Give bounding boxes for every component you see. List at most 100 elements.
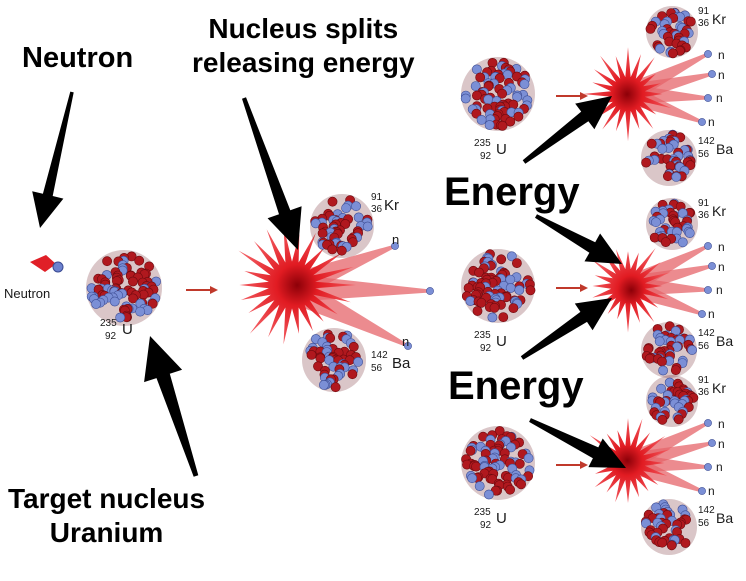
barium-label: 142 56 Ba [698,328,733,352]
uranium-nucleus [461,249,536,323]
svg-text:n: n [718,68,725,82]
neutron-small-label: Neutron [4,286,50,301]
svg-text:Ba: Ba [716,333,733,349]
svg-text:235: 235 [474,330,491,341]
svg-text:56: 56 [698,518,710,529]
svg-text:91: 91 [698,6,710,17]
svg-text:56: 56 [698,149,710,160]
energy-arrow-mid-lower-icon [520,298,612,360]
svg-text:36: 36 [698,387,710,398]
svg-text:56: 56 [371,363,383,374]
svg-text:91: 91 [371,192,383,203]
svg-text:36: 36 [698,210,710,221]
krypton-nucleus [310,194,374,258]
svg-text:U: U [122,321,133,338]
svg-text:n: n [708,484,715,498]
barium-label: 142 56 Ba [371,350,411,374]
svg-text:n: n [716,460,723,474]
uranium-label: 235 92 U [474,138,507,162]
svg-text:n: n [716,283,723,297]
uranium-label: 235 92 U [474,330,507,354]
svg-text:Kr: Kr [384,197,399,214]
small-arrow-icon [186,286,218,294]
neutron-callout: Neutron [22,42,134,74]
svg-text:Kr: Kr [712,380,726,396]
svg-text:91: 91 [698,375,710,386]
nucleus-splits-arrow-icon [242,97,302,250]
target-nucleus-line1: Target nucleus [8,483,206,514]
svg-text:36: 36 [698,18,710,29]
svg-text:Kr: Kr [712,203,726,219]
barium-nucleus [641,321,697,378]
released-neutron-labels: n n [392,232,409,349]
uranium-label-target: 235 92 U [100,318,133,342]
target-nucleus-arrow-icon [144,336,199,477]
svg-text:92: 92 [480,520,492,531]
incoming-neutron [30,255,64,273]
energy-arrow-mid-upper-icon [535,214,622,264]
svg-text:Ba: Ba [716,510,733,526]
uranium-nucleus [460,57,535,131]
energy-callout-upper: Energy [444,170,580,214]
svg-text:n: n [708,115,715,129]
svg-text:U: U [496,141,507,158]
svg-text:U: U [496,333,507,350]
svg-text:n: n [392,232,399,247]
krypton-nucleus [646,198,698,250]
svg-text:n: n [718,260,725,274]
neutron-arrow-icon [32,91,74,228]
svg-text:92: 92 [480,151,492,162]
svg-text:56: 56 [698,341,710,352]
svg-text:Kr: Kr [712,11,726,27]
nucleus-splits-callout: Nucleus splits releasing energy [192,12,415,80]
barium-nucleus [641,129,697,186]
svg-text:142: 142 [698,328,715,339]
svg-text:Ba: Ba [716,141,733,157]
target-nucleus-callout: Target nucleus Uranium [8,482,205,550]
krypton-nucleus [646,375,699,427]
barium-nucleus [302,328,366,393]
svg-text:235: 235 [100,318,117,329]
svg-text:92: 92 [105,331,117,342]
fission-flash [238,225,434,350]
svg-text:U: U [496,510,507,527]
energy-arrow-top-icon [522,96,612,164]
svg-text:235: 235 [474,138,491,149]
svg-text:235: 235 [474,507,491,518]
svg-text:n: n [718,48,725,62]
svg-text:n: n [718,437,725,451]
barium-label: 142 56 Ba [698,136,733,160]
uranium-label: 235 92 U [474,507,507,531]
nucleus-splits-line1: Nucleus splits [208,13,399,44]
svg-text:Ba: Ba [392,355,411,372]
svg-text:n: n [716,91,723,105]
barium-label: 142 56 Ba [698,505,733,529]
krypton-label: 91 36 Kr [371,192,399,215]
uranium-nucleus [461,426,535,500]
svg-text:142: 142 [698,505,715,516]
nucleus-splits-line2: releasing energy [192,47,415,78]
uranium-nucleus [86,250,162,326]
energy-callout-lower: Energy [448,364,584,408]
target-nucleus-line2: Uranium [49,517,164,548]
energy-arrow-bottom-icon [529,418,626,468]
svg-text:142: 142 [698,136,715,147]
svg-text:91: 91 [698,198,710,209]
fission-flash [592,242,716,333]
fission-flash [582,47,716,142]
krypton-nucleus [645,6,698,59]
svg-text:142: 142 [371,350,388,361]
svg-text:n: n [718,417,725,431]
svg-text:n: n [718,240,725,254]
svg-text:36: 36 [371,204,383,215]
